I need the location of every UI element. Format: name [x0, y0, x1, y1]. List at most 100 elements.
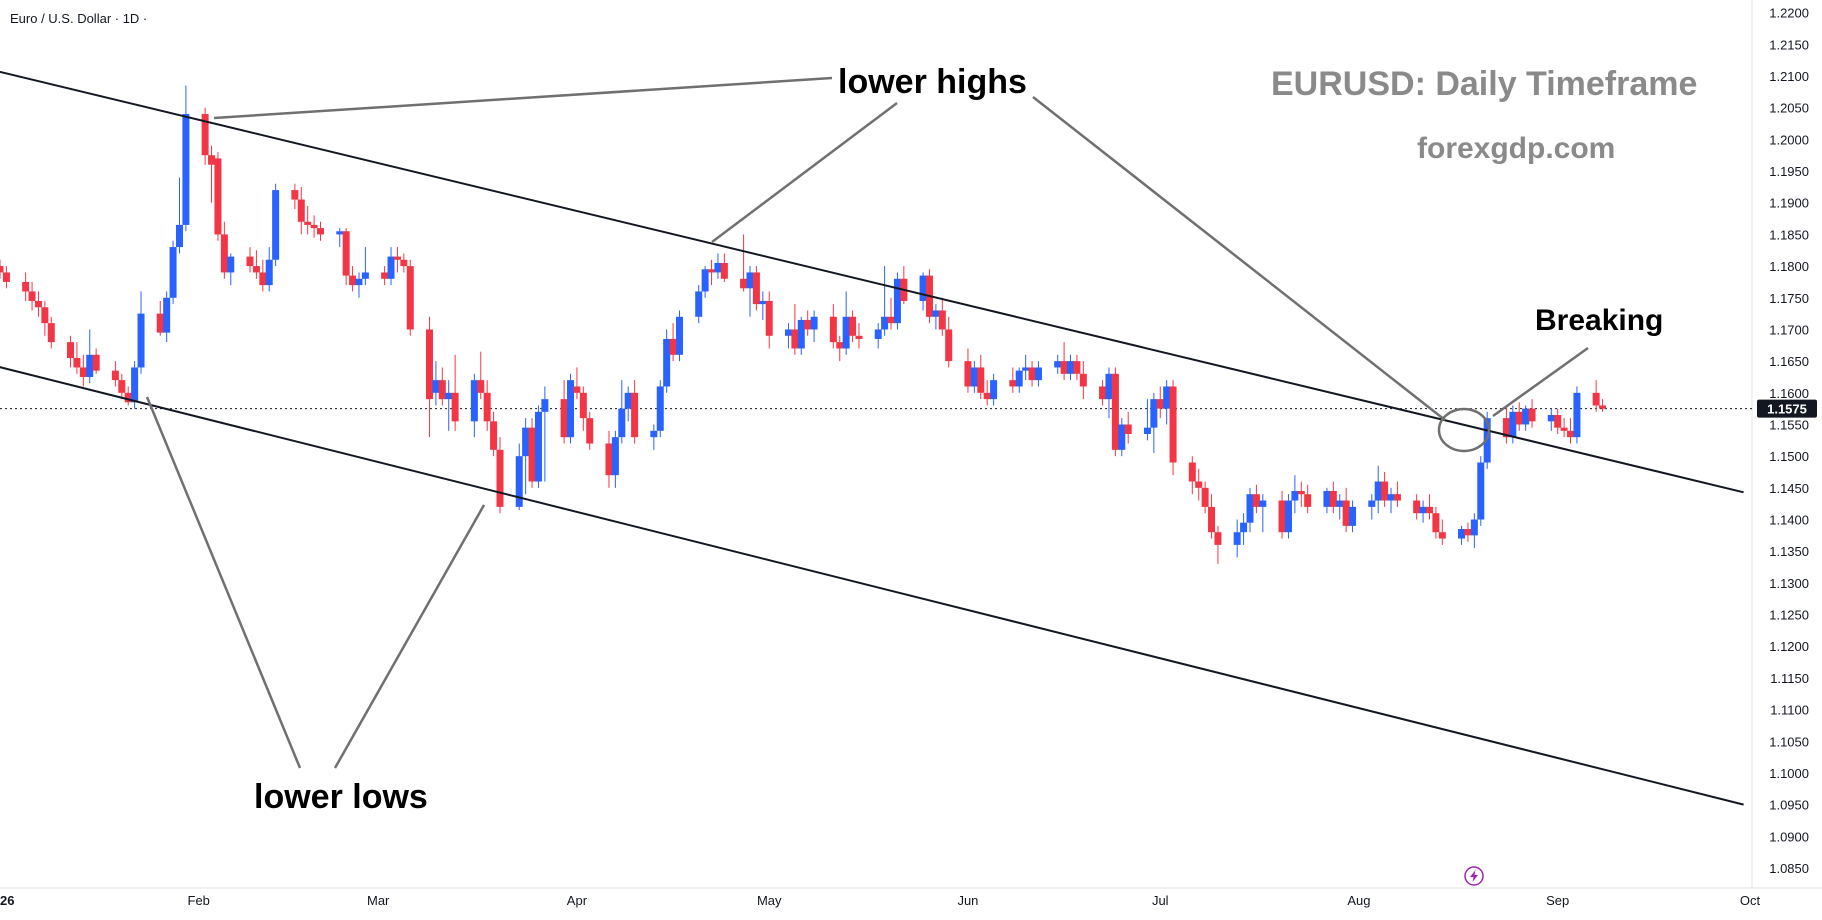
candle [675, 310, 683, 362]
candle [400, 253, 408, 273]
candle-body [977, 367, 985, 393]
candle [970, 361, 978, 393]
candle [169, 240, 177, 305]
candle [1278, 491, 1286, 539]
price-tick-label: 1.0900 [1769, 829, 1809, 844]
candle-body [1156, 399, 1164, 409]
candle-body [432, 380, 440, 393]
candle-body [1419, 506, 1427, 514]
candle-body [708, 269, 716, 273]
time-axis[interactable]: 2026 Feb Mar Apr May Jun Jul Aug Sep Oct [0, 893, 1760, 908]
candle [483, 380, 491, 431]
candle-body [22, 281, 30, 292]
candle [1118, 418, 1126, 457]
pointer-lower-lows-jan [145, 396, 302, 769]
candle-body [1349, 506, 1357, 526]
candle-body [201, 114, 209, 156]
candle [1438, 519, 1446, 545]
candle [656, 380, 664, 438]
candle-body [124, 392, 132, 403]
trendline[interactable] [0, 70, 1744, 494]
candle-body [1297, 491, 1305, 495]
candle [1470, 513, 1478, 549]
candle [1419, 500, 1427, 523]
candle-body [1233, 532, 1241, 545]
candle [67, 335, 75, 368]
symbol-header[interactable]: Euro / U.S. Dollar · 1D · [10, 11, 147, 26]
candle [227, 253, 235, 286]
candle-body [1522, 408, 1530, 425]
candle [1374, 465, 1382, 514]
candle [842, 291, 850, 355]
candle [355, 272, 363, 298]
candle-body [855, 335, 863, 339]
candle-body [804, 319, 812, 330]
candle-body [1342, 500, 1350, 526]
trendline[interactable] [0, 366, 1744, 806]
candle [259, 259, 267, 292]
candle [1304, 484, 1312, 514]
candle [1284, 494, 1292, 539]
candle-body [477, 380, 485, 393]
candle [1291, 475, 1299, 514]
candle-body [893, 278, 901, 324]
candle-body [208, 155, 216, 165]
candle [746, 266, 754, 317]
candle-body [1124, 424, 1132, 434]
candle [445, 380, 453, 431]
candle [1214, 525, 1222, 564]
pointer-lower-highs-jan [213, 76, 833, 120]
candle [1554, 408, 1562, 434]
candle [887, 297, 895, 330]
price-tick-label: 1.1750 [1769, 291, 1809, 306]
price-axis[interactable]: 1.2200 1.2150 1.2100 1.2050 1.2000 1.1950 1.19… [1769, 6, 1809, 876]
candle [381, 266, 389, 286]
candle [470, 373, 478, 438]
price-tick-label: 1.1050 [1769, 734, 1809, 749]
candle-body [1208, 506, 1216, 533]
candle-body [656, 386, 664, 431]
candle-body [1079, 373, 1087, 387]
candle [669, 323, 677, 362]
candle [86, 329, 94, 384]
candle-body [624, 392, 632, 409]
price-tick-label: 1.1000 [1769, 766, 1809, 781]
candle-body [752, 272, 760, 305]
candle [1054, 354, 1062, 374]
candle [765, 291, 773, 349]
candle [624, 386, 632, 422]
breakout-circle [1437, 407, 1491, 453]
candle [1329, 481, 1337, 514]
candle-body [0, 266, 4, 273]
candle-body [272, 190, 280, 260]
candle-body [425, 329, 433, 400]
channel-trendlines[interactable] [0, 70, 1744, 806]
candle [349, 266, 357, 292]
candle [1105, 367, 1113, 419]
candle [111, 361, 119, 387]
candle-body [1458, 529, 1466, 539]
candle-body [983, 392, 991, 400]
candle [272, 183, 280, 267]
candle-body [1028, 367, 1036, 381]
candle-body [836, 342, 844, 349]
price-tick-label: 1.1850 [1769, 227, 1809, 242]
candle [1073, 354, 1081, 381]
candle-body [1413, 500, 1421, 514]
candle [490, 411, 498, 457]
candle [938, 297, 946, 336]
candle [1022, 354, 1030, 381]
candle [432, 361, 440, 406]
candle [586, 411, 594, 450]
candle-body [259, 272, 267, 286]
candle-body [400, 259, 408, 267]
candle [34, 291, 42, 317]
candle [522, 418, 530, 495]
time-tick-label: Aug [1347, 893, 1370, 908]
candle-body [1425, 506, 1433, 514]
candle-body [631, 392, 639, 438]
candle-body [483, 392, 491, 422]
lightning-bolt-icon[interactable] [1464, 866, 1484, 886]
